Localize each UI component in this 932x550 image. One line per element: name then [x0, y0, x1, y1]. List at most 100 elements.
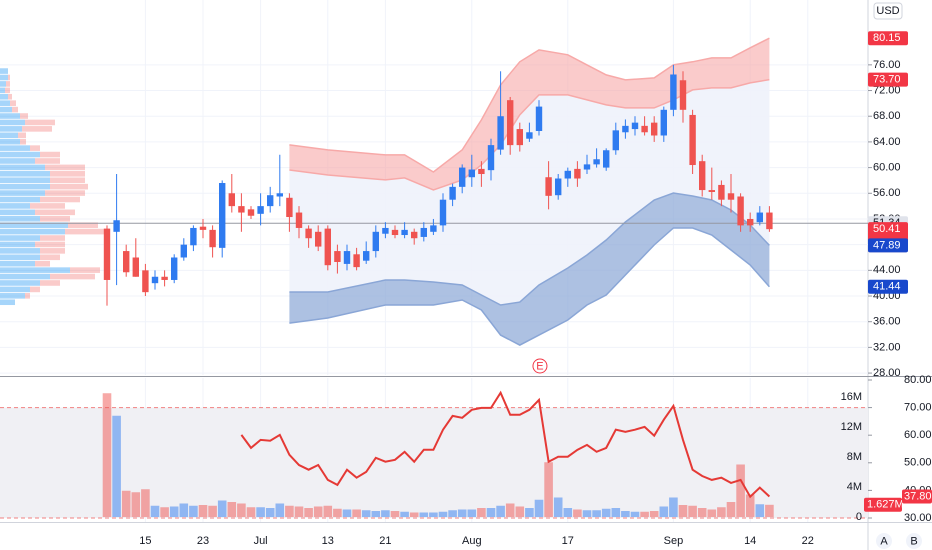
profile-down: [40, 215, 70, 222]
profile-up: [0, 293, 25, 299]
volume-bar: [208, 505, 217, 517]
volume-bar: [659, 506, 669, 517]
scale-button[interactable]: [906, 533, 922, 549]
profile-up: [0, 228, 65, 235]
candle-body: [564, 170, 571, 179]
profile-down: [50, 183, 88, 190]
profile-up: [0, 190, 45, 196]
profile-up: [0, 260, 35, 267]
profile-down: [45, 190, 85, 196]
volume-bar: [294, 506, 304, 517]
candle-body: [372, 231, 380, 252]
candle-body: [132, 257, 140, 277]
candle-body: [650, 122, 658, 136]
candle-body: [574, 168, 581, 179]
candle-body: [602, 150, 610, 168]
volume-tick-label: 16M: [841, 391, 862, 403]
candle-body: [756, 212, 763, 223]
volume-bar: [525, 507, 534, 517]
price-tag: [868, 72, 908, 87]
currency-box[interactable]: [873, 2, 903, 20]
y-tick-label: 72.00: [873, 84, 901, 96]
oscillator-tag-label: 37.80: [904, 490, 932, 502]
volume-bar: [237, 503, 246, 517]
profile-up: [0, 215, 40, 222]
profile-up: [0, 241, 35, 248]
band-line: [289, 37, 770, 173]
profile-up: [0, 248, 40, 254]
candle-body: [430, 225, 437, 232]
profile-up: [0, 93, 8, 100]
volume-bar: [726, 501, 736, 517]
profile-up: [0, 171, 50, 177]
x-tick-label: 15: [139, 535, 151, 547]
profile-down: [50, 273, 95, 280]
band-middle-fill: [289, 79, 770, 305]
volume-bar: [688, 505, 697, 517]
candle-body: [689, 114, 696, 166]
profile-up: [0, 100, 10, 106]
candle-body: [209, 229, 216, 248]
volume-tick-label: 4M: [847, 481, 862, 493]
profile-down: [25, 119, 55, 126]
x-tick-label: 17: [562, 535, 574, 547]
candle-body: [113, 220, 120, 232]
profile-up: [0, 203, 30, 209]
band-line: [289, 227, 770, 346]
candle-body: [746, 218, 754, 226]
candle-body: [727, 193, 735, 200]
candle-body: [228, 193, 236, 207]
volume-bar: [304, 507, 313, 517]
volume-bar: [678, 504, 688, 517]
volume-bar: [141, 489, 150, 517]
candle-body: [401, 229, 408, 236]
profile-up: [0, 151, 40, 158]
volume-bar: [611, 507, 621, 517]
candle-body: [660, 109, 667, 136]
candle-body: [286, 197, 293, 218]
volume-bar: [486, 507, 496, 517]
candle-body: [190, 227, 197, 246]
profile-up: [0, 87, 5, 94]
profile-up: [0, 132, 18, 139]
profile-down: [8, 74, 10, 81]
volume-bar: [429, 512, 438, 517]
oscillator-tag: [902, 489, 932, 504]
candle-body: [641, 125, 648, 133]
candle-body: [276, 193, 284, 197]
volume-tick-label: 12M: [841, 421, 862, 433]
candle-body: [718, 184, 725, 200]
volume-bar: [246, 507, 256, 517]
profile-up: [0, 209, 35, 216]
scale-button[interactable]: [876, 533, 892, 549]
volume-bar: [419, 512, 429, 517]
volume-bar: [669, 497, 678, 517]
volume-bar: [745, 494, 755, 517]
candle-body: [458, 167, 466, 187]
y-tick-label: 56.00: [873, 187, 901, 199]
profile-up: [0, 299, 15, 306]
volume-bar: [563, 507, 573, 517]
candle-body: [103, 228, 111, 280]
candle-body: [334, 251, 341, 262]
x-tick-label: 23: [197, 535, 209, 547]
candle-body: [180, 244, 188, 258]
oscillator-line: [240, 390, 771, 499]
candle-body: [151, 276, 159, 284]
volume-bar: [121, 490, 131, 517]
profile-down: [50, 177, 85, 184]
profile-up: [0, 68, 8, 74]
profile-down: [35, 260, 50, 267]
profile-up: [0, 126, 22, 132]
volume-bar: [736, 464, 745, 517]
profile-down: [35, 241, 65, 248]
volume-bar: [361, 510, 371, 517]
profile-down: [68, 222, 98, 228]
oscillator-tick-label: 30.00: [904, 512, 932, 524]
volume-bar: [553, 497, 563, 517]
profile-up: [0, 286, 30, 293]
candle-body: [487, 145, 495, 171]
price-tag-label: 73.70: [873, 74, 901, 86]
volume-bar: [534, 499, 544, 517]
candle-body: [363, 251, 370, 261]
